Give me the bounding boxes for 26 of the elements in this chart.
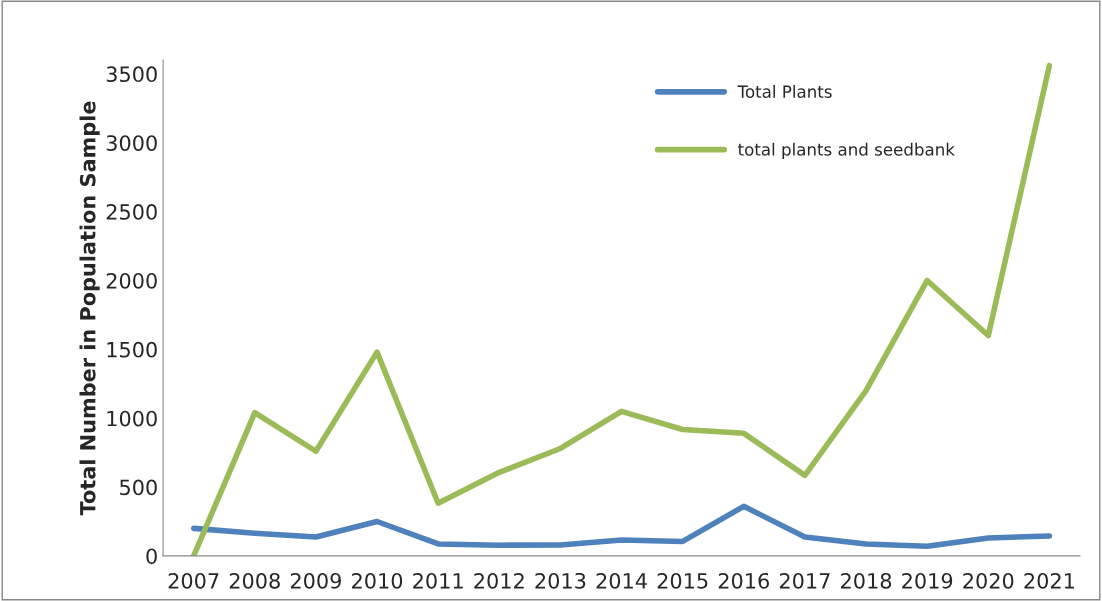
x-tick-label: 2015	[657, 572, 708, 589]
x-tick-label: 2019	[902, 572, 953, 589]
x-tick-label: 2013	[535, 572, 586, 589]
y-tick-label: 3500	[106, 66, 157, 83]
y-tick-label: 1500	[107, 341, 157, 358]
x-tick-label: 2008	[229, 572, 280, 589]
legend-label: total plants and seedbank	[738, 142, 955, 159]
x-tick-label: 2011	[413, 572, 463, 589]
y-tick-label: 2500	[106, 204, 157, 220]
legend-label: Total Plants	[737, 85, 832, 98]
x-tick-label: 2007	[168, 572, 219, 589]
x-tick-label: 2021	[1024, 572, 1074, 589]
x-tick-label: 2009	[290, 572, 341, 589]
y-tick-label: 0	[146, 548, 157, 565]
y-axis-title: Total Number in Population Sample	[79, 101, 100, 516]
y-tick-label: 2000	[106, 272, 157, 289]
x-tick-label: 2016	[718, 572, 769, 589]
y-tick-label: 3000	[106, 135, 157, 151]
y-tick-label: 500	[120, 479, 157, 496]
x-tick-label: 2014	[596, 572, 647, 589]
x-tick-label: 2010	[352, 572, 403, 589]
x-tick-label: 2012	[474, 572, 524, 589]
x-tick-label: 2018	[841, 572, 892, 589]
x-tick-label: 2020	[963, 572, 1014, 589]
x-tick-label: 2017	[779, 572, 830, 589]
y-tick-label: 1000	[107, 410, 157, 427]
